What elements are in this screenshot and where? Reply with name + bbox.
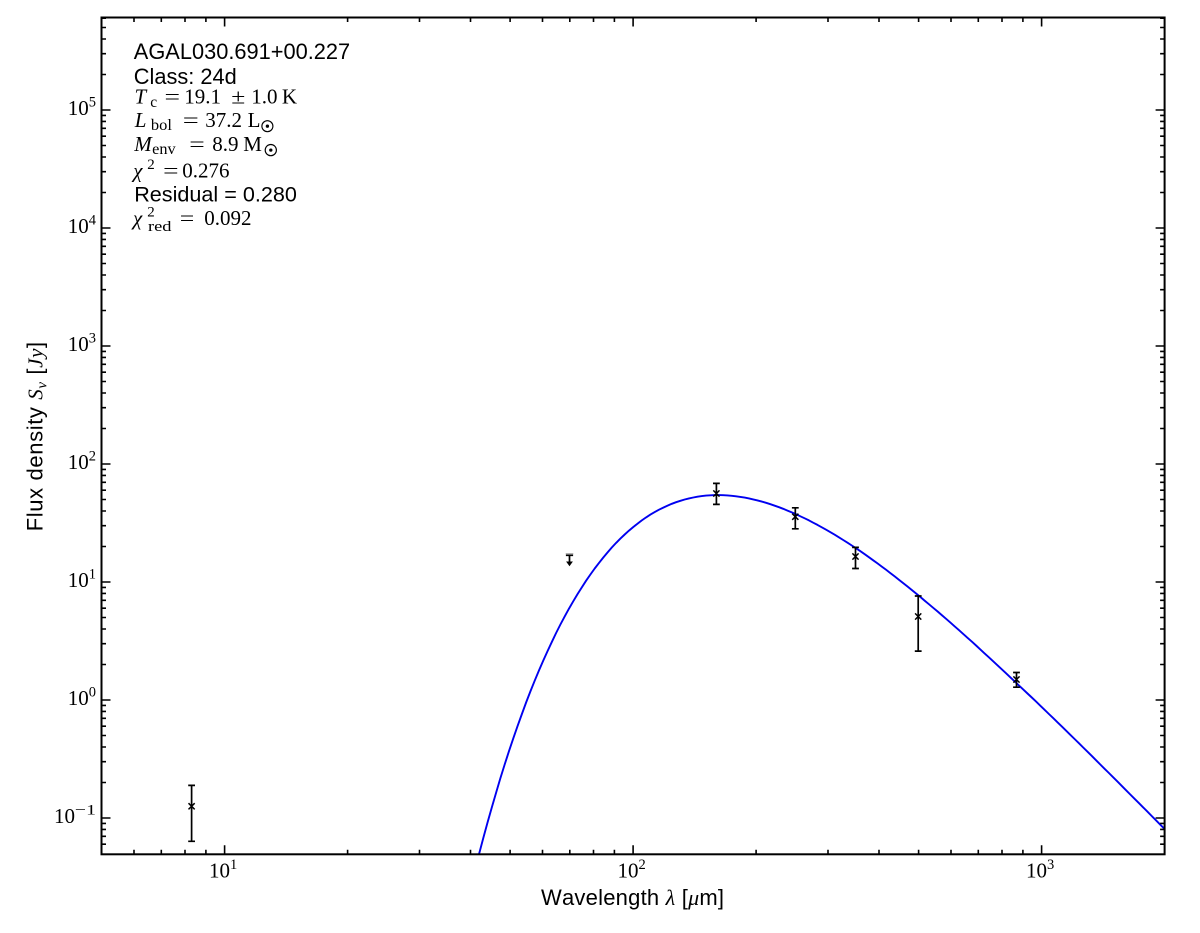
svg-text:2: 2 (147, 157, 155, 173)
svg-text:Class: 24d: Class: 24d (134, 64, 237, 89)
svg-text:0.092: 0.092 (204, 206, 251, 230)
svg-text:bol: bol (151, 117, 172, 134)
svg-text:c: c (150, 94, 157, 111)
svg-text:±: ± (231, 84, 245, 108)
svg-text:T: T (135, 84, 148, 108)
svg-text:M: M (243, 132, 262, 156)
svg-text:M: M (133, 132, 153, 156)
svg-text:Flux density Sν [Jy]: Flux density Sν [Jy] (22, 342, 50, 532)
svg-text:=: = (165, 84, 181, 108)
svg-text:19.1: 19.1 (184, 84, 221, 108)
svg-text:37.2: 37.2 (205, 108, 242, 132)
svg-text:AGAL030.691+00.227: AGAL030.691+00.227 (134, 39, 350, 64)
svg-text:Residual = 0.280: Residual = 0.280 (134, 182, 297, 207)
svg-text:2: 2 (147, 204, 155, 220)
svg-text:Wavelength λ [μm]: Wavelength λ [μm] (541, 885, 724, 910)
svg-text:=: = (183, 108, 199, 132)
svg-text:χ: χ (131, 206, 143, 230)
svg-text:env: env (152, 141, 176, 158)
svg-text:L: L (134, 108, 147, 132)
svg-text:L: L (248, 108, 261, 132)
svg-text:8.9: 8.9 (212, 132, 238, 156)
svg-text:χ: χ (131, 159, 143, 183)
svg-text:1.0: 1.0 (251, 84, 277, 108)
svg-text:=: = (189, 132, 205, 156)
svg-text:red: red (148, 219, 172, 235)
svg-text:=: = (180, 206, 195, 230)
svg-text:10−1: 10−1 (54, 802, 96, 828)
svg-text:0.276: 0.276 (182, 159, 229, 183)
svg-text:K: K (282, 84, 297, 108)
svg-text:=: = (163, 159, 178, 183)
